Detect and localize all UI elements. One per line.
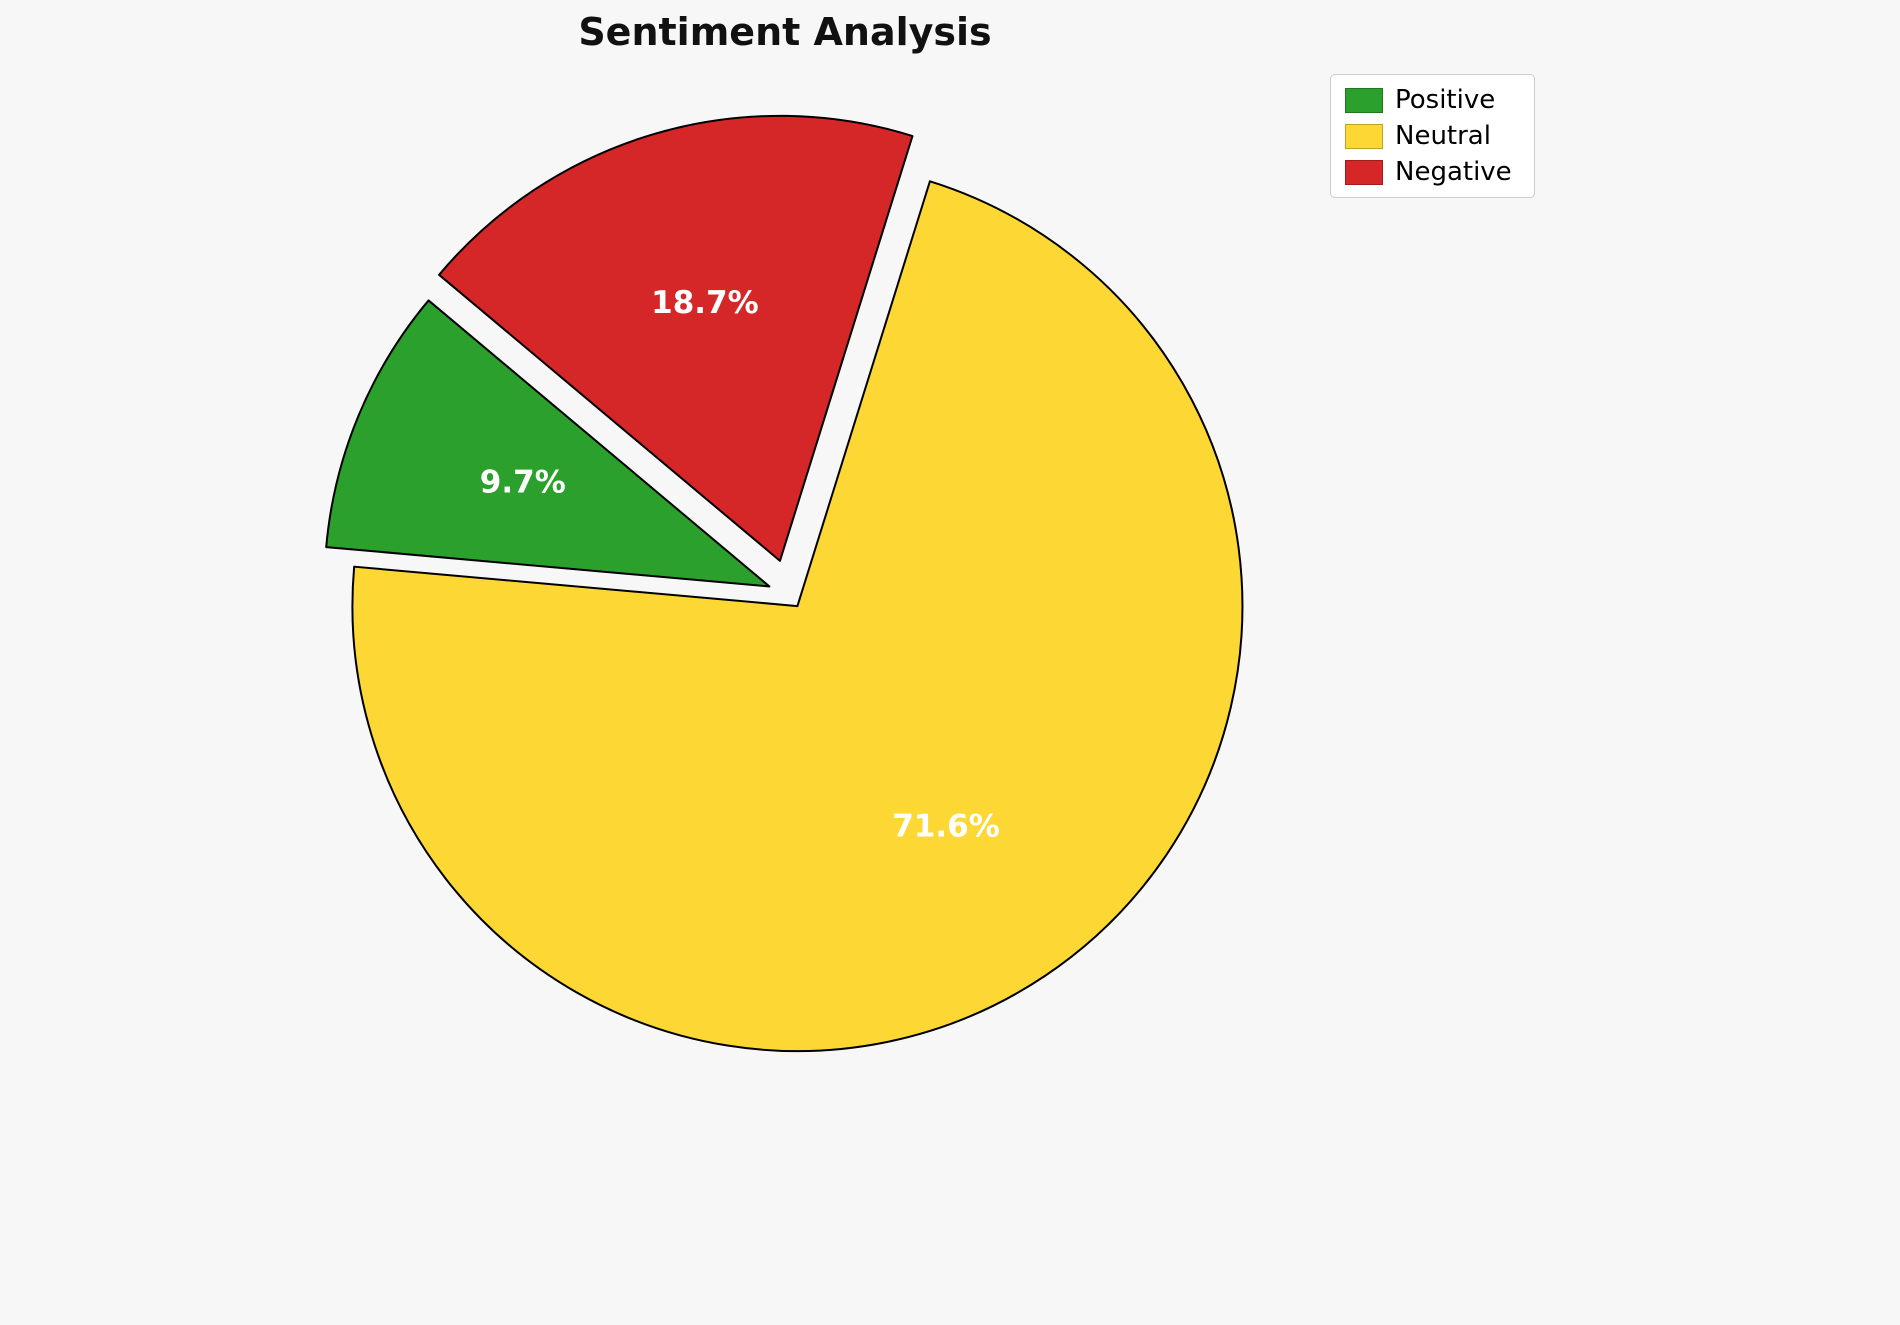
pie-slice-neutral bbox=[351, 180, 1244, 1053]
legend: Positive Neutral Negative bbox=[1330, 74, 1535, 198]
pct-label-positive: 9.7% bbox=[480, 465, 566, 501]
pie-slice-positive bbox=[325, 299, 771, 588]
pct-label-negative: 18.7% bbox=[651, 285, 759, 321]
pie-slice-negative bbox=[438, 114, 914, 562]
legend-item-negative: Negative bbox=[1345, 159, 1520, 185]
legend-label-neutral: Neutral bbox=[1395, 121, 1491, 151]
legend-item-neutral: Neutral bbox=[1345, 123, 1520, 149]
legend-label-positive: Positive bbox=[1395, 85, 1496, 115]
legend-label-negative: Negative bbox=[1395, 157, 1512, 187]
pct-label-neutral: 71.6% bbox=[892, 809, 1000, 845]
legend-swatch-neutral bbox=[1345, 123, 1383, 149]
legend-item-positive: Positive bbox=[1345, 87, 1520, 113]
chart-title: Sentiment Analysis bbox=[578, 10, 992, 54]
legend-swatch-negative bbox=[1345, 159, 1383, 185]
legend-swatch-positive bbox=[1345, 87, 1383, 113]
